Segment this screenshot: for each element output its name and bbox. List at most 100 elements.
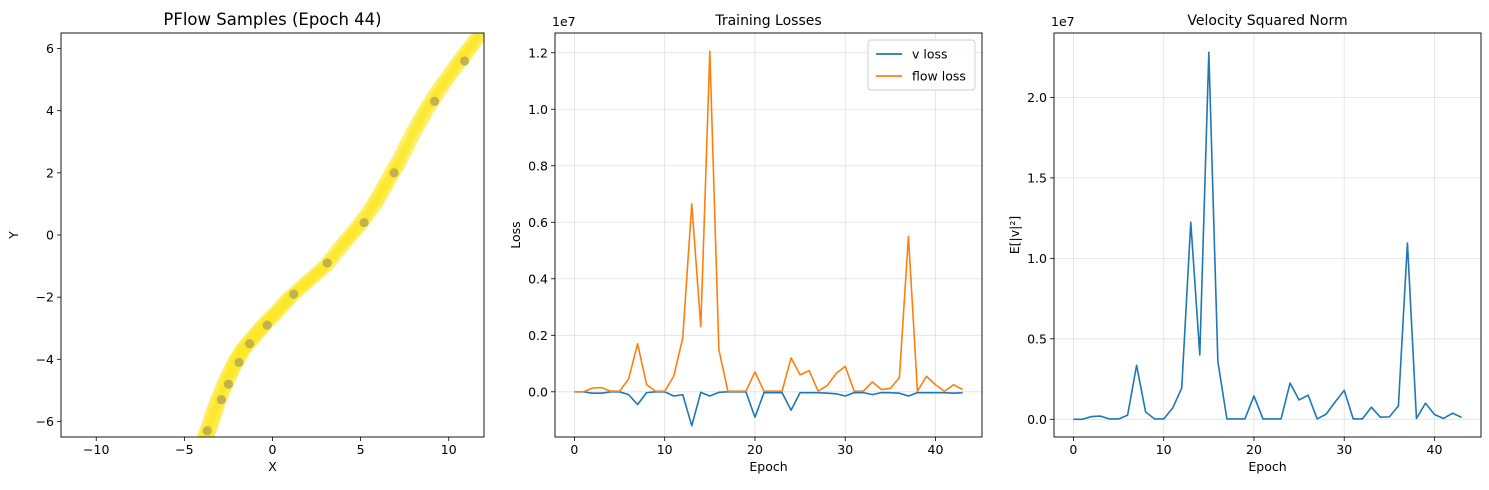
scatter-point: [403, 139, 416, 152]
y-axis-label: E[|v|²]: [1007, 216, 1022, 254]
scatter-point: [208, 413, 221, 426]
scatter-point-dark: [202, 426, 212, 436]
scatter-point: [473, 33, 484, 39]
plot-area: [196, 20, 494, 437]
scatter-point: [307, 268, 320, 282]
x-tick-label: 40: [1427, 442, 1443, 457]
scatter-point: [301, 277, 315, 290]
scatter-point: [463, 44, 477, 57]
scatter-point: [427, 87, 441, 101]
scatter-point: [264, 309, 278, 322]
x-tick-label: 0: [570, 442, 578, 457]
chart-1: −10 −5 0 5 10 −6 −4 −2 0 2 4 6 PFlow Samples (Epoch …: [6, 10, 494, 474]
scatter-point: [349, 220, 363, 233]
series-line-1: [1073, 51, 1462, 421]
scatter-point: [412, 121, 426, 134]
scatter-point: [460, 43, 473, 56]
y-tick-label: 4: [46, 103, 54, 118]
x-tick-label: 30: [1336, 442, 1352, 457]
scatter-point-dark: [223, 379, 234, 389]
y-tick-label: −6: [36, 414, 54, 429]
y-tick-label: 2: [46, 165, 54, 180]
scatter-point: [310, 266, 323, 279]
x-axis-label: Epoch: [749, 459, 787, 474]
scatter-point: [471, 34, 484, 48]
series-line-1: [574, 390, 963, 427]
scatter-point: [231, 347, 245, 360]
y-tick-label: −2: [36, 290, 54, 305]
scatter-point: [347, 227, 361, 241]
y-tick-label: 6: [46, 41, 54, 56]
scatter-point: [436, 82, 449, 95]
scatter-point: [437, 73, 451, 86]
scatter-point: [269, 304, 282, 318]
x-tick-label: 10: [441, 442, 457, 457]
scatter-point: [363, 207, 376, 220]
scatter-point: [443, 66, 456, 79]
scatter-point: [438, 78, 451, 92]
scatter-point: [235, 342, 248, 356]
x-tick-label: 0: [269, 442, 277, 457]
scatter-point: [339, 232, 352, 246]
chart-title: Training Losses: [714, 13, 821, 29]
scatter-point: [249, 326, 262, 339]
scatter-point: [304, 274, 317, 287]
y-tick-label: 0.0: [528, 384, 548, 399]
scatter-point: [367, 195, 380, 208]
axes-frame: [60, 32, 485, 438]
scatter-point: [226, 367, 239, 381]
scatter-point: [457, 46, 471, 59]
scatter-point: [404, 127, 417, 140]
scatter-point: [371, 196, 384, 210]
scatter-point: [307, 271, 320, 285]
scale-label: 1e7: [1051, 14, 1075, 29]
scatter-point-dark: [460, 56, 470, 66]
x-tick-label: 20: [747, 442, 763, 457]
scale-label: 1e7: [552, 14, 576, 29]
scatter-point: [282, 295, 295, 308]
scatter-point: [482, 20, 494, 32]
scatter-point: [220, 369, 233, 383]
scatter-point: [313, 266, 326, 280]
scatter-point: [266, 307, 280, 320]
scatter-point: [233, 344, 246, 358]
scatter-point: [236, 347, 249, 361]
y-axis-label: Loss: [508, 221, 523, 248]
scatter-point: [330, 248, 344, 261]
scatter-point-dark: [359, 217, 369, 228]
x-tick-label: −10: [83, 442, 109, 457]
scatter-point: [205, 404, 219, 417]
scatter-point: [394, 145, 408, 159]
scatter-point: [430, 84, 443, 97]
scatter-point: [417, 112, 430, 126]
scatter-point-dark: [430, 96, 440, 106]
chart-3: 0 10 20 30 40 0.0 0.5 1.0 1.5 2.0 1e7 Velocity Squa…: [1007, 13, 1482, 474]
x-tick-label: 5: [357, 442, 365, 457]
scatter-point: [268, 309, 282, 323]
x-axis-label: Epoch: [1248, 459, 1286, 474]
series-line-2: [574, 50, 963, 393]
scatter-point: [468, 38, 481, 51]
y-tick-label: 1.2: [528, 45, 548, 60]
scatter-point: [333, 244, 347, 257]
grid-lines: [1054, 33, 1481, 437]
scatter-point: [397, 141, 410, 154]
scatter-point: [298, 276, 311, 289]
scatter-point: [377, 176, 391, 190]
scatter-point: [422, 104, 435, 117]
scatter-point: [336, 236, 349, 249]
legend-label: flow loss: [912, 69, 966, 84]
scatter-point: [377, 185, 391, 199]
scatter-point: [344, 226, 357, 240]
scatter-point: [333, 239, 347, 252]
x-tick-label: 40: [928, 442, 944, 457]
scatter-point: [252, 321, 266, 335]
ticks: 0 10 20 30 40 0.0 0.5 1.0 1.5 2.0: [1027, 90, 1442, 457]
x-tick-label: 20: [1246, 442, 1262, 457]
scatter-point: [433, 85, 447, 99]
legend: v loss flow loss: [867, 39, 976, 91]
scatter-point: [206, 400, 220, 414]
scatter-point: [405, 134, 418, 147]
scatter-point: [313, 263, 326, 276]
